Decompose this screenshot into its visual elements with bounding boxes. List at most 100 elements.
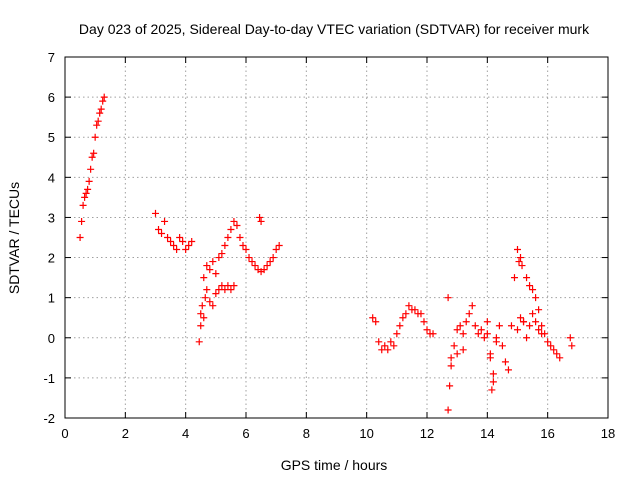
data-point — [510, 274, 518, 282]
data-point — [248, 258, 256, 266]
data-point — [201, 294, 209, 302]
x-tick-label: 8 — [303, 426, 310, 441]
data-point — [535, 306, 543, 314]
data-point — [492, 334, 500, 342]
data-point — [182, 246, 190, 254]
data-point — [488, 386, 496, 394]
data-point — [538, 330, 546, 338]
data-point — [378, 346, 386, 354]
chart-title: Day 023 of 2025, Sidereal Day-to-day VTE… — [79, 21, 590, 37]
data-point — [266, 258, 274, 266]
data-point — [456, 322, 464, 330]
data-point — [489, 378, 497, 386]
data-point — [79, 201, 87, 209]
data-point — [257, 217, 265, 225]
data-point — [429, 330, 437, 338]
y-tick-label: 4 — [48, 170, 55, 185]
data-point — [197, 310, 205, 318]
x-tick-label: 2 — [122, 426, 129, 441]
data-point — [93, 121, 101, 129]
data-point — [544, 338, 552, 346]
data-point — [535, 326, 543, 334]
data-point — [206, 266, 214, 274]
data-point — [369, 314, 377, 322]
data-point — [553, 350, 561, 358]
data-point — [272, 246, 280, 254]
data-point — [78, 217, 86, 225]
data-point — [504, 366, 512, 374]
data-point — [495, 322, 503, 330]
data-point — [381, 342, 389, 350]
data-point — [81, 193, 89, 201]
data-point — [224, 282, 232, 290]
data-point — [411, 306, 419, 314]
y-tick-label: -2 — [43, 411, 55, 426]
data-point — [275, 242, 283, 250]
data-point — [417, 310, 425, 318]
data-point — [90, 149, 98, 157]
data-point — [444, 294, 452, 302]
data-point — [230, 282, 238, 290]
data-point — [387, 338, 395, 346]
x-tick-label: 10 — [359, 426, 373, 441]
data-point — [532, 294, 540, 302]
y-tick-label: 1 — [48, 291, 55, 306]
x-tick-label: 14 — [480, 426, 494, 441]
data-point — [538, 322, 546, 330]
y-tick-label: 0 — [48, 331, 55, 346]
data-point — [87, 165, 95, 173]
x-tick-label: 6 — [242, 426, 249, 441]
x-tick-label: 12 — [420, 426, 434, 441]
data-point — [444, 406, 452, 414]
data-point — [393, 330, 401, 338]
y-tick-label: 2 — [48, 251, 55, 266]
data-point — [486, 350, 494, 358]
x-axis-label: GPS time / hours — [281, 457, 388, 473]
data-points — [76, 93, 576, 414]
data-point — [480, 334, 488, 342]
data-point — [399, 314, 407, 322]
data-point — [215, 254, 223, 262]
data-point — [501, 358, 509, 366]
data-point — [97, 105, 105, 113]
data-point — [164, 234, 172, 241]
data-point — [209, 258, 217, 266]
data-point — [236, 234, 244, 241]
data-point — [152, 209, 159, 217]
data-point — [96, 109, 104, 117]
data-point — [526, 282, 534, 290]
data-point — [550, 346, 558, 354]
y-tick-label: 6 — [48, 90, 55, 105]
data-point — [514, 326, 521, 334]
plot-area-frame — [64, 56, 609, 419]
data-point — [402, 310, 410, 318]
data-point — [523, 274, 531, 282]
y-axis-label: SDTVAR / TECUs — [6, 182, 22, 294]
data-point — [532, 318, 540, 326]
data-point — [517, 254, 525, 262]
data-point — [459, 346, 467, 354]
data-point — [242, 246, 250, 254]
data-point — [523, 334, 531, 342]
data-point — [206, 298, 214, 306]
data-point — [84, 185, 92, 193]
data-point — [212, 270, 220, 278]
data-point — [227, 286, 235, 294]
data-point — [85, 177, 93, 185]
y-tick-label: 7 — [48, 50, 55, 65]
data-point — [507, 322, 515, 330]
data-point — [477, 326, 485, 334]
y-tick-label: -1 — [43, 371, 55, 386]
data-point — [474, 330, 482, 338]
data-point — [230, 217, 238, 225]
data-point — [556, 354, 564, 362]
data-point — [483, 318, 491, 326]
data-point — [221, 286, 229, 294]
data-point — [215, 286, 223, 294]
data-point — [447, 362, 455, 370]
data-point — [82, 189, 90, 197]
data-point — [269, 254, 277, 262]
data-point — [209, 302, 217, 310]
x-tick-label: 18 — [601, 426, 615, 441]
y-tick-label: 3 — [48, 210, 55, 225]
